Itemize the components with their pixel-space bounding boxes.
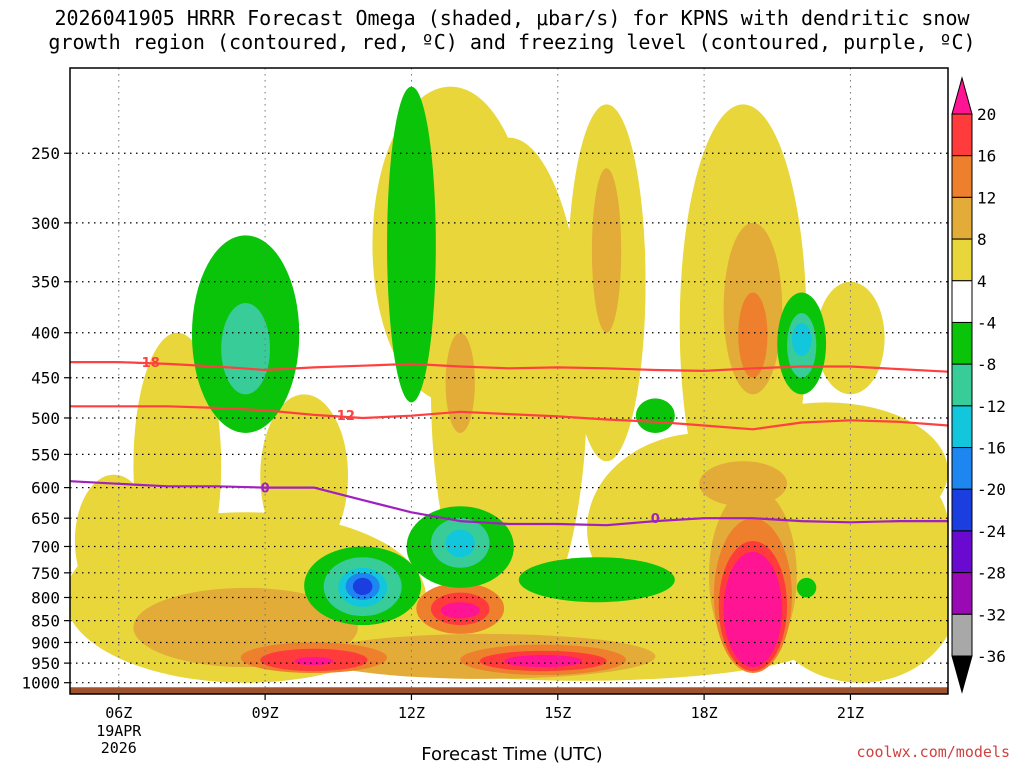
colorbar-label-20: 20	[977, 105, 996, 124]
x-tick-label-09Z: 09Z	[252, 704, 279, 722]
colorbar-label--32: -32	[977, 605, 1006, 624]
omega-region-cyan-20z	[791, 323, 812, 356]
colorbar-swatch-6	[951, 321, 973, 365]
colorbar-label--36: -36	[977, 647, 1006, 666]
colorbar-swatch-2	[951, 155, 973, 198]
gridlines	[70, 68, 948, 694]
y-tick-label-950: 950	[31, 654, 60, 673]
contour-label--18: -18	[136, 356, 160, 371]
colorbar-swatch-11	[951, 530, 973, 574]
colorbar-label-16: 16	[977, 147, 996, 166]
colorbar-label-4: 4	[977, 272, 987, 291]
y-tick-label-750: 750	[31, 564, 60, 583]
x-tick-label-12Z: 12Z	[398, 704, 425, 722]
y-tick-label-800: 800	[31, 588, 60, 607]
omega-region-lorange-13z	[445, 332, 475, 433]
colorbar-label--16: -16	[977, 439, 1006, 458]
colorbar-swatch-10	[951, 488, 973, 532]
colorbar-bottom-triangle	[951, 655, 973, 694]
contour-line--12	[70, 405, 948, 431]
omega-region-green-15z	[518, 557, 675, 603]
omega-region-teal-09z	[221, 302, 270, 395]
omega-region-green-20z-low	[796, 577, 817, 598]
omega-region-yellow-10z	[260, 394, 349, 558]
colorbar-label--12: -12	[977, 397, 1006, 416]
colorbar-swatch-1	[951, 113, 973, 157]
omega-region-pink-19z	[723, 551, 783, 668]
contour-label-0: 0	[261, 482, 270, 497]
plot-frame	[69, 67, 949, 695]
colorbar-top-triangle	[951, 76, 973, 115]
chart-title-line1: 2026041905 HRRR Forecast Omega (shaded, …	[54, 6, 970, 30]
colorbar-label--24: -24	[977, 522, 1006, 541]
y-axis-ticks: 250 300 350 400 450 500 550 600 650 700 750 800 850 9…	[21, 144, 70, 693]
omega-region-lorange-19z-600	[699, 461, 788, 507]
y-tick-label-900: 900	[31, 633, 60, 652]
colorbar-swatch-7	[951, 363, 973, 407]
contour-line--18	[70, 361, 948, 373]
contour-label-0-second: 0	[651, 512, 660, 527]
omega-shading	[70, 86, 948, 694]
chart-title-line2: growth region (contoured, red, ºC) and f…	[48, 30, 976, 54]
omega-region-pink-15z	[504, 654, 583, 668]
y-tick-label-500: 500	[31, 409, 60, 428]
y-tick-label-300: 300	[31, 214, 60, 233]
y-tick-label-650: 650	[31, 509, 60, 528]
x-tick-sublabel-2026: 2026	[101, 739, 137, 757]
colorbar-label--8: -8	[977, 355, 996, 374]
surface-band	[70, 687, 948, 694]
omega-region-yellow-07z	[133, 332, 222, 598]
colorbar-swatch-13	[951, 613, 973, 657]
x-tick-sublabel-19APR: 19APR	[96, 722, 142, 740]
omega-region-pink-13z	[440, 602, 480, 619]
omega-region-orange-19z-upper	[738, 292, 768, 378]
contour-line-0	[70, 480, 948, 527]
contour-label--12: -12	[331, 409, 355, 424]
y-tick-label-400: 400	[31, 324, 60, 343]
x-tick-label-15Z: 15Z	[544, 704, 571, 722]
colorbar-swatch-8	[951, 405, 973, 449]
y-tick-label-550: 550	[31, 445, 60, 464]
omega-region-green-12z	[387, 86, 436, 403]
y-tick-label-700: 700	[31, 537, 60, 556]
omega-region-yellow-22z	[904, 487, 948, 643]
y-tick-label-250: 250	[31, 144, 60, 163]
x-tick-label-06Z: 06Z	[105, 704, 132, 722]
omega-region-lorange-16z	[591, 168, 622, 333]
omega-region-darkblue-11z	[352, 577, 373, 596]
omega-region-yellow-06z	[74, 474, 153, 607]
y-tick-label-450: 450	[31, 369, 60, 388]
x-tick-label-21Z: 21Z	[837, 704, 864, 722]
y-tick-label-350: 350	[31, 273, 60, 292]
omega-region-green-17z	[635, 398, 675, 433]
x-tick-label-18Z: 18Z	[691, 704, 718, 722]
colorbar-label-8: 8	[977, 230, 987, 249]
colorbar-label--4: -4	[977, 313, 996, 332]
temperature-contours: -18 -12 0 0	[70, 356, 948, 527]
y-tick-label-850: 850	[31, 612, 60, 631]
x-axis-label: Forecast Time (UTC)	[421, 744, 603, 765]
omega-region-cyan-13z	[445, 529, 475, 558]
colorbar-label--20: -20	[977, 480, 1006, 499]
colorbar-swatch-3	[951, 196, 973, 240]
credit-text: coolwx.com/models	[856, 743, 1010, 761]
colorbar-swatch-12	[951, 572, 973, 615]
colorbar-swatch-9	[951, 447, 973, 490]
colorbar: 20 16 12 8 4 -4 -8 -12 -16 -20 -24 -28 -32 -36	[951, 76, 1006, 694]
y-tick-label-1000: 1000	[21, 674, 60, 693]
colorbar-label-12: 12	[977, 188, 996, 207]
y-tick-label-600: 600	[31, 479, 60, 498]
colorbar-swatch-5	[951, 280, 973, 323]
colorbar-label--28: -28	[977, 564, 1006, 583]
colorbar-swatch-4	[951, 238, 973, 282]
omega-region-pink-10z	[294, 657, 334, 666]
